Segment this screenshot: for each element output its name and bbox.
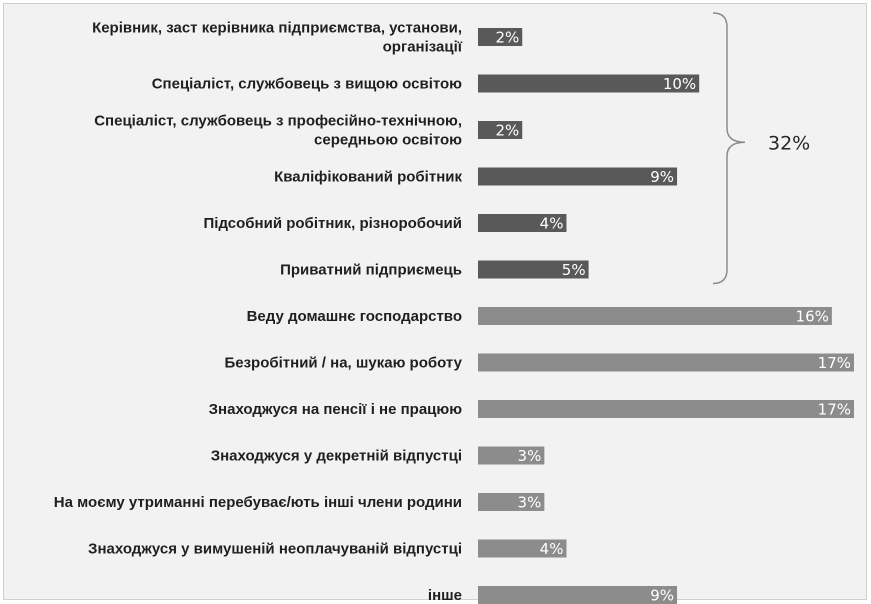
category-label: Знаходжуся у декретній відпустці (211, 448, 462, 465)
bar-value-label: 9% (650, 168, 674, 186)
bar-value-label: 10% (663, 75, 696, 93)
category-label: Кваліфікований робітник (274, 169, 462, 186)
category-label: Знаходжуся на пенсії і не працюю (209, 401, 463, 418)
category-label: Спеціаліст, службовець з професійно-техн… (94, 113, 462, 149)
bar (478, 74, 700, 93)
bar (478, 167, 678, 186)
category-label-line: Керівник, заст керівника підприємства, у… (92, 20, 462, 37)
bar (478, 307, 832, 325)
category-label: Безробітний / на, шукаю роботу (224, 355, 462, 372)
bars (478, 28, 854, 604)
group-bracket: 32% (712, 12, 810, 285)
category-label: Знаходжуся у вимушеній неоплачуваній від… (88, 541, 462, 558)
bar-value-label: 3% (518, 494, 542, 512)
category-labels: Керівник, заст керівника підприємства, у… (54, 20, 463, 604)
category-label-line: На моєму утриманні перебуває/ють інші чл… (54, 494, 462, 511)
bar-value-label: 2% (495, 29, 519, 47)
category-label-line: Приватний підприємець (280, 262, 462, 279)
bar-value-label: 17% (818, 401, 851, 419)
category-label-line: Знаходжуся у вимушеній неоплачуваній від… (88, 541, 462, 558)
category-label-line: Безробітний / на, шукаю роботу (224, 355, 462, 372)
category-label-line: Кваліфікований робітник (274, 169, 462, 186)
chart-frame (3, 3, 867, 600)
category-label-line: середньою освітою (314, 132, 462, 149)
category-label-line: Спеціаліст, службовець з професійно-техн… (94, 113, 462, 130)
category-label: Приватний підприємець (280, 262, 462, 279)
bar (478, 493, 545, 511)
bar-value-label: 3% (518, 447, 542, 465)
bar-value-label: 9% (650, 587, 674, 604)
bar (478, 446, 545, 465)
bar (478, 260, 589, 279)
category-label-line: Знаходжуся у декретній відпустці (211, 448, 462, 465)
bar-value-label: 4% (540, 215, 564, 233)
category-label: Веду домашнє господарство (247, 308, 462, 325)
bar-value-label: 2% (495, 122, 519, 140)
category-label-line: інше (428, 587, 462, 604)
bar (478, 400, 854, 418)
bar (478, 539, 567, 558)
category-label-line: Спеціаліст, службовець з вищою освітою (152, 76, 462, 93)
category-label: інше (428, 587, 462, 604)
bar-value-label: 17% (818, 354, 851, 372)
category-label: Керівник, заст керівника підприємства, у… (92, 20, 463, 56)
bar-value-label: 16% (796, 308, 829, 326)
bar (478, 28, 523, 46)
category-label-line: Знаходжуся на пенсії і не працюю (209, 401, 463, 418)
value-labels: 2% 10% 2% 9% 4% 5% 16% 17% 17% 3% 3% 4% 9% (495, 29, 851, 604)
category-label: На моєму утриманні перебуває/ють інші чл… (54, 494, 462, 511)
bar-value-label: 5% (562, 261, 586, 279)
bracket-total-label: 32% (768, 132, 810, 154)
bar-value-label: 4% (540, 540, 564, 558)
category-label: Спеціаліст, службовець з вищою освітою (152, 76, 462, 93)
bar (478, 214, 567, 232)
category-label-line: Підсобний робітник, різноробочий (204, 215, 462, 232)
bar (478, 586, 678, 604)
category-label: Підсобний робітник, різноробочий (204, 215, 462, 232)
bar (478, 353, 854, 372)
bar (478, 121, 523, 139)
category-label-line: Веду домашнє господарство (247, 308, 462, 325)
bracket-brace (712, 12, 746, 285)
category-label-line: організації (383, 39, 463, 56)
